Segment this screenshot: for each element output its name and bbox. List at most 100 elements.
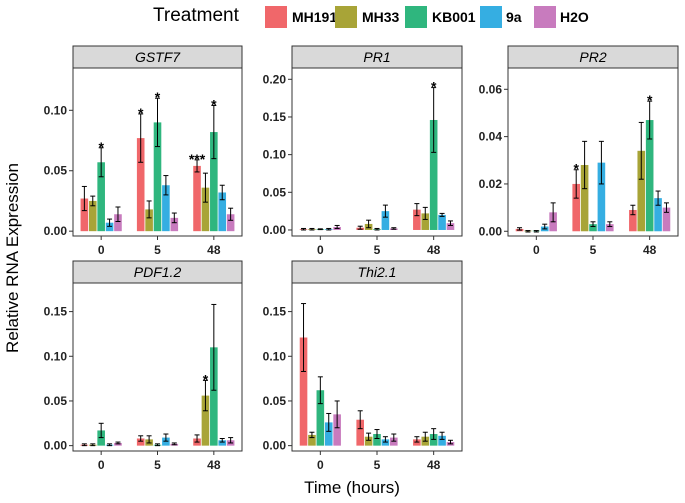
legend-swatch-9a (480, 6, 502, 28)
y-tick-label: 0.06 (479, 82, 503, 96)
significance-marker: * (98, 139, 104, 155)
bar-kb001 (316, 390, 325, 446)
bar-mh191 (629, 209, 637, 232)
bar-mh191 (193, 165, 201, 232)
legend-label-9a: 9a (506, 9, 522, 25)
legend-label-kb001: KB001 (432, 9, 476, 25)
bar-kb001 (97, 162, 105, 232)
bar-h2o (333, 414, 341, 446)
bar-mh33 (201, 187, 210, 232)
x-tick-label: 5 (154, 243, 161, 257)
legend-title: Treatment (153, 5, 240, 26)
panel-title: PR1 (363, 49, 390, 65)
panel-pr1: PR1 0.00 0.05 0.10 0.15 0.20 0 5 48 * (263, 45, 463, 257)
bar-mh33 (364, 436, 373, 446)
bar-mh191 (356, 419, 364, 446)
significance-marker: * (203, 371, 209, 387)
y-tick-label: 0.05 (44, 394, 68, 408)
bar-h2o (662, 207, 671, 232)
panel-title: Thi2.1 (358, 264, 397, 280)
bar-9a (438, 435, 446, 446)
bar-9a (438, 214, 446, 230)
y-tick-label: 0.10 (44, 349, 68, 363)
x-tick-label: 5 (374, 243, 381, 257)
legend-swatch-mh191 (265, 6, 287, 28)
significance-marker: * (138, 105, 144, 121)
y-tick-label: 0.05 (263, 394, 287, 408)
legend-label-mh191: MH191 (292, 9, 337, 25)
x-tick-label: 48 (207, 458, 221, 472)
bar-kb001 (153, 122, 162, 232)
y-tick-label: 0.00 (263, 439, 287, 453)
y-axis-title: Relative RNA Expression (3, 163, 22, 353)
bar-9a (162, 185, 170, 232)
x-tick-label: 48 (643, 243, 657, 257)
bar-h2o (170, 217, 179, 232)
bar-mh33 (637, 150, 646, 232)
legend-swatch-mh33 (335, 6, 357, 28)
bar-9a (654, 198, 662, 232)
bar-mh33 (88, 200, 97, 232)
bar-kb001 (429, 119, 438, 230)
x-tick-label: 5 (154, 458, 161, 472)
y-tick-label: 0.10 (263, 148, 287, 162)
y-tick-label: 0.02 (479, 177, 503, 191)
legend-label-h2o: H2O (560, 9, 589, 25)
x-tick-label: 5 (374, 458, 381, 472)
y-tick-label: 0.15 (263, 305, 287, 319)
x-tick-label: 48 (207, 243, 221, 257)
bar-kb001 (589, 224, 597, 232)
bar-9a (381, 211, 390, 230)
x-tick-label: 0 (98, 243, 105, 257)
legend-label-mh33: MH33 (362, 9, 400, 25)
panel-pdf1-2: PDF1.2 0.00 0.05 0.10 0.15 0 5 48 * (44, 260, 243, 472)
significance-marker: *** (189, 151, 206, 167)
x-tick-label: 0 (317, 243, 324, 257)
bar-mh191 (299, 337, 308, 446)
legend-swatch-h2o (534, 6, 556, 28)
bar-9a (597, 162, 606, 232)
bar-kb001 (210, 347, 218, 446)
bar-9a (105, 222, 114, 232)
bar-kb001 (645, 120, 654, 232)
bar-mh33 (308, 434, 316, 446)
bar-kb001 (373, 434, 381, 446)
legend-swatch-kb001 (405, 6, 427, 28)
bar-mh33 (145, 209, 153, 232)
y-tick-label: 0.15 (263, 110, 287, 124)
significance-marker: * (573, 161, 579, 177)
x-tick-label: 5 (590, 243, 597, 257)
bar-mh33 (421, 213, 430, 230)
bar-mh191 (80, 198, 89, 232)
bar-mh191 (413, 209, 421, 230)
significance-marker: * (431, 79, 437, 95)
y-tick-label: 0.20 (263, 72, 287, 86)
y-tick-label: 0.00 (44, 224, 68, 238)
significance-marker: * (647, 92, 653, 108)
x-tick-label: 0 (317, 458, 324, 472)
bar-9a (324, 422, 333, 446)
panel-title: PDF1.2 (134, 264, 182, 280)
bar-kb001 (210, 132, 218, 232)
x-tick-label: 48 (427, 243, 441, 257)
bar-mh191 (572, 183, 580, 232)
bar-9a (218, 440, 227, 446)
bar-h2o (114, 214, 122, 232)
y-tick-label: 0.05 (44, 164, 68, 178)
x-tick-label: 0 (533, 243, 540, 257)
x-tick-label: 48 (427, 458, 441, 472)
y-tick-label: 0.10 (44, 103, 68, 117)
panel-title: GSTF7 (135, 49, 181, 65)
bar-mh33 (580, 165, 589, 232)
y-tick-label: 0.04 (479, 130, 503, 144)
bar-h2o (606, 224, 614, 232)
significance-marker: * (211, 96, 217, 112)
y-tick-label: 0.15 (44, 305, 68, 319)
y-tick-label: 0.00 (263, 223, 287, 237)
significance-marker: * (155, 89, 161, 105)
panel-title: PR2 (579, 49, 606, 65)
panel-thi2-1: Thi2.1 0.00 0.05 0.10 0.15 0 5 48 (263, 260, 463, 472)
